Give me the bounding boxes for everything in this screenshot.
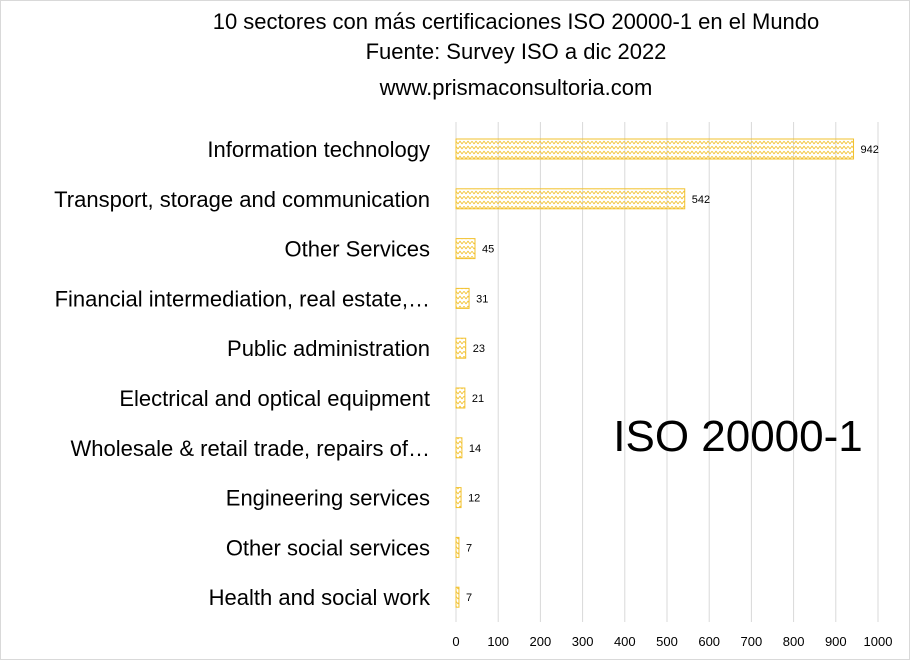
title-line-2: Fuente: Survey ISO a dic 2022 xyxy=(366,39,667,64)
x-tick-label: 0 xyxy=(452,634,459,649)
bar xyxy=(455,536,460,558)
bar xyxy=(455,337,467,359)
x-tick-label: 600 xyxy=(698,634,720,649)
data-label: 7 xyxy=(466,592,472,604)
data-label: 45 xyxy=(482,244,494,256)
data-label: 542 xyxy=(692,194,710,206)
category-label: Health and social work xyxy=(209,585,431,610)
x-tick-label: 1000 xyxy=(864,634,893,649)
bar xyxy=(455,387,466,409)
x-tick-label: 200 xyxy=(530,634,552,649)
data-label: 14 xyxy=(469,443,481,455)
x-tick-label: 400 xyxy=(614,634,636,649)
title-line-1: 10 sectores con más certificaciones ISO … xyxy=(213,9,820,34)
category-label: Financial intermediation, real estate,… xyxy=(55,286,430,311)
category-label: Other Services xyxy=(285,237,431,262)
category-labels: Information technology Transport, storage… xyxy=(54,137,431,610)
iso-annotation: ISO 20000-1 xyxy=(613,412,863,461)
x-tick-label: 100 xyxy=(487,634,509,649)
data-label: 21 xyxy=(472,393,484,405)
category-label: Other social services xyxy=(226,535,430,560)
bar xyxy=(455,287,470,309)
bar xyxy=(455,437,463,459)
category-label: Information technology xyxy=(207,137,430,162)
x-axis-ticks: 0 100 200 300 400 500 600 700 800 900 1000 xyxy=(452,634,892,649)
data-label: 942 xyxy=(861,144,879,156)
data-label: 12 xyxy=(468,493,480,505)
data-label: 23 xyxy=(473,343,485,355)
bar xyxy=(455,586,460,608)
x-tick-label: 500 xyxy=(656,634,678,649)
data-label: 7 xyxy=(466,542,472,554)
bar xyxy=(455,238,476,260)
bar xyxy=(455,487,462,509)
title-line-3: www.prismaconsultoria.com xyxy=(379,75,653,100)
x-tick-label: 900 xyxy=(825,634,847,649)
x-tick-label: 700 xyxy=(741,634,763,649)
category-label: Wholesale & retail trade, repairs of… xyxy=(71,436,431,461)
x-tick-label: 800 xyxy=(783,634,805,649)
bar xyxy=(455,188,686,210)
category-label: Public administration xyxy=(227,336,430,361)
category-label: Transport, storage and communication xyxy=(54,187,430,212)
bar xyxy=(455,138,855,160)
category-label: Electrical and optical equipment xyxy=(119,386,430,411)
data-labels: 942 542 45 31 23 21 14 12 7 7 xyxy=(466,144,879,604)
chart-title: 10 sectores con más certificaciones ISO … xyxy=(213,9,820,100)
data-label: 31 xyxy=(476,293,488,305)
x-tick-label: 300 xyxy=(572,634,594,649)
category-label: Engineering services xyxy=(226,486,430,511)
bars xyxy=(455,138,855,608)
